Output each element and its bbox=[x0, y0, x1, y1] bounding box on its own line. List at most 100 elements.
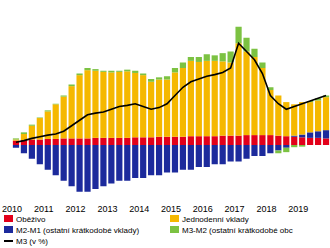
bar bbox=[212, 145, 218, 164]
bar bbox=[84, 68, 90, 70]
bar bbox=[29, 140, 35, 146]
bar bbox=[275, 151, 281, 154]
bar bbox=[291, 145, 297, 147]
bar bbox=[228, 136, 234, 145]
bar bbox=[132, 137, 138, 145]
bar bbox=[148, 145, 154, 175]
bar bbox=[21, 132, 27, 134]
x-tick-label: 2015 bbox=[161, 204, 181, 214]
bar bbox=[251, 145, 257, 156]
bar bbox=[212, 55, 218, 61]
bar bbox=[116, 71, 122, 72]
line bbox=[16, 43, 326, 142]
bar bbox=[291, 136, 297, 137]
bar bbox=[204, 54, 210, 61]
bar bbox=[108, 145, 114, 184]
bar bbox=[61, 145, 67, 181]
bar bbox=[37, 117, 43, 119]
legend-label: M2-M1 (ostatní krátkodobé vklady) bbox=[16, 226, 139, 235]
bar bbox=[235, 27, 241, 44]
bar bbox=[299, 137, 305, 145]
bar bbox=[45, 145, 51, 170]
bar bbox=[299, 135, 305, 138]
bar bbox=[196, 145, 202, 167]
bar bbox=[299, 145, 305, 147]
bar bbox=[299, 102, 305, 134]
bar bbox=[235, 136, 241, 145]
legend-label: Jednodenní vklady bbox=[182, 215, 249, 224]
bar bbox=[275, 145, 281, 151]
bar bbox=[76, 138, 82, 145]
bar bbox=[76, 74, 82, 76]
bar bbox=[164, 80, 170, 137]
bar bbox=[243, 52, 249, 136]
bar bbox=[172, 145, 178, 173]
bar bbox=[243, 145, 249, 159]
bar bbox=[307, 132, 313, 138]
bar bbox=[100, 138, 106, 145]
bar bbox=[29, 125, 35, 126]
bar bbox=[76, 75, 82, 138]
bar bbox=[259, 135, 265, 145]
bar bbox=[220, 136, 226, 145]
bar bbox=[204, 145, 210, 167]
bar bbox=[108, 138, 114, 145]
bar bbox=[100, 71, 106, 72]
bar bbox=[69, 138, 75, 145]
bar bbox=[116, 72, 122, 138]
bar bbox=[172, 72, 178, 136]
bar bbox=[84, 138, 90, 145]
bar bbox=[108, 72, 114, 137]
bar bbox=[307, 138, 313, 145]
bar bbox=[283, 148, 289, 152]
bar bbox=[100, 145, 106, 186]
bar bbox=[156, 145, 162, 175]
x-tick-label: 2011 bbox=[34, 204, 53, 214]
bar bbox=[140, 137, 146, 145]
bar bbox=[84, 145, 90, 192]
bar bbox=[156, 137, 162, 145]
bar bbox=[196, 62, 202, 136]
x-tick-label: 2014 bbox=[129, 204, 149, 214]
bar bbox=[251, 135, 257, 145]
bar bbox=[196, 57, 202, 62]
bar bbox=[164, 137, 170, 145]
bar bbox=[220, 145, 226, 164]
legend-swatch bbox=[170, 215, 179, 222]
bar bbox=[13, 140, 19, 141]
bar bbox=[235, 43, 241, 135]
x-tick-label: 2013 bbox=[97, 204, 117, 214]
bar bbox=[61, 138, 67, 145]
bar bbox=[267, 145, 273, 153]
bar bbox=[124, 138, 130, 145]
bar bbox=[188, 136, 194, 145]
bar bbox=[92, 71, 98, 138]
bar bbox=[196, 136, 202, 145]
bar bbox=[124, 145, 130, 181]
bar bbox=[156, 77, 162, 79]
bar bbox=[283, 136, 289, 145]
bar bbox=[108, 71, 114, 73]
legend-label: Oběživo bbox=[16, 215, 46, 224]
legend-swatch bbox=[4, 226, 13, 233]
bar bbox=[315, 138, 321, 145]
bar bbox=[212, 136, 218, 145]
bar bbox=[148, 137, 154, 145]
bar bbox=[235, 145, 241, 162]
bar bbox=[69, 85, 75, 87]
bar bbox=[180, 137, 186, 145]
bar bbox=[116, 138, 122, 145]
bar bbox=[180, 68, 186, 137]
bar bbox=[228, 145, 234, 162]
x-tick-label: 2010 bbox=[2, 204, 22, 214]
legend-swatch bbox=[4, 215, 13, 222]
bar bbox=[21, 145, 27, 153]
bar bbox=[29, 145, 35, 159]
bar bbox=[164, 76, 170, 79]
legend-label: M3-M2 (ostatní krátkodobé obc bbox=[182, 226, 293, 235]
bar bbox=[267, 135, 273, 145]
bar bbox=[180, 145, 186, 170]
bar bbox=[53, 139, 59, 145]
bar bbox=[315, 131, 321, 138]
bar bbox=[53, 145, 59, 175]
